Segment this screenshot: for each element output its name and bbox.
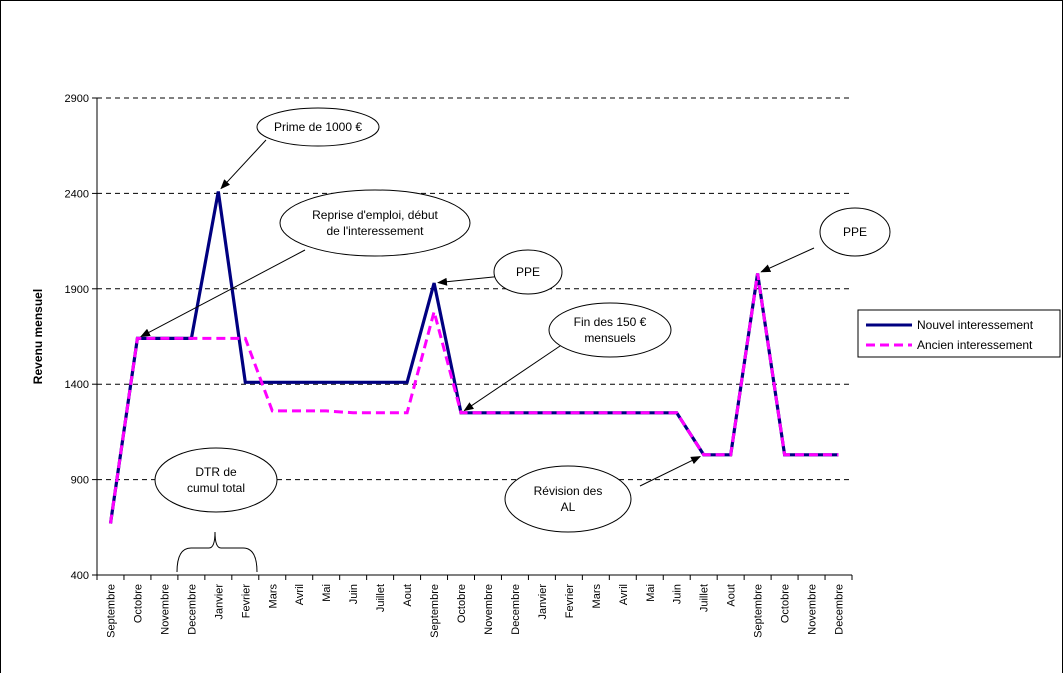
x-tick-label: Septembre [429, 584, 441, 638]
x-tick-label: Decembre [510, 584, 522, 635]
annotation-arrow [463, 343, 564, 412]
x-tick-label: Aout [402, 584, 414, 607]
x-tick-label: Aout [726, 584, 738, 607]
x-tick-label: Juillet [375, 584, 387, 612]
annotation-text: PPE [843, 225, 867, 239]
x-tick-label: Mars [591, 584, 603, 609]
x-tick-label: Septembre [105, 584, 117, 638]
annotation-text: Prime de 1000 € [274, 120, 362, 134]
annotation-text: cumul total [187, 481, 245, 495]
x-tick-label: Janvier [537, 584, 549, 620]
annotation-text: AL [561, 500, 576, 514]
x-tick-label: Mai [645, 584, 657, 602]
annotation-bubble [493, 249, 563, 295]
y-axis-label: Revenu mensuel [31, 289, 45, 384]
annotation-arrow [140, 249, 306, 338]
x-tick-label: Avril [618, 584, 630, 605]
annotation-text: DTR de [195, 465, 237, 479]
annotation-bubble [504, 465, 632, 533]
annotation-callout: DTR de cumul total [154, 447, 278, 513]
annotation-callout: Fin des 150 € mensuels [463, 302, 672, 412]
x-tick-label: Mars [267, 584, 279, 609]
y-tick-label: 1900 [65, 284, 89, 296]
x-tick-label: Avril [294, 584, 306, 605]
annotation-text: mensuels [584, 331, 635, 345]
x-tick-label: Janvier [213, 584, 225, 620]
legend: Nouvel interessement Ancien interessement [857, 309, 1061, 358]
annotations: Prime de 1000 € Reprise d'emploi, début de… [140, 107, 891, 573]
annotation-bubble [279, 189, 471, 257]
x-tick-label: Fevrier [564, 584, 576, 619]
y-tick-label: 900 [71, 475, 89, 487]
series-lines [108, 191, 839, 524]
dtr-brace [176, 531, 258, 573]
annotation-text: Fin des 150 € [574, 315, 647, 329]
annotation-bubble [819, 207, 891, 257]
annotation-arrow [220, 139, 267, 190]
annotation-text: Révision des [534, 484, 603, 498]
x-tick-label: Decembre [834, 584, 846, 635]
annotation-bubble [256, 107, 380, 147]
annotation-callout: PPE [437, 249, 563, 295]
x-tick-label: Novembre [483, 584, 495, 635]
x-tick-label: Octobre [780, 584, 792, 623]
x-tick-label: Juin [672, 584, 684, 604]
y-tick-label: 2400 [65, 188, 89, 200]
x-tick-label: Novembre [159, 584, 171, 635]
annotation-bubble [548, 302, 672, 358]
series-line-ancien [109, 273, 839, 524]
legend-box [857, 309, 1061, 358]
annotation-callout: Reprise d'emploi, début de l'interessemen… [140, 189, 471, 338]
legend-label: Nouvel interessement [917, 318, 1034, 332]
x-tick-label: Novembre [807, 584, 819, 635]
annotation-callout: Révision des AL [504, 456, 702, 533]
annotation-bubble [154, 447, 278, 513]
annotation-arrow [760, 247, 815, 273]
annotation-callout: Prime de 1000 € [220, 107, 380, 190]
x-tick-label: Decembre [186, 584, 198, 635]
x-tick-label: Mai [321, 584, 333, 602]
axes: 400 900 1400 1900 2400 2900 Revenu mensuel Sept… [31, 93, 853, 638]
x-tick-label: Fevrier [240, 584, 252, 619]
annotation-text: PPE [516, 265, 540, 279]
annotation-arrow [639, 456, 702, 487]
x-tick-label: Juin [348, 584, 360, 604]
x-tick-label: Septembre [753, 584, 765, 638]
x-tick-label: Octobre [132, 584, 144, 623]
y-tick-label: 2900 [65, 93, 89, 105]
annotation-text: de l'interessement [326, 224, 424, 238]
annotation-arrow [437, 275, 504, 286]
y-tick-label: 1400 [65, 379, 89, 391]
legend-label: Ancien interessement [917, 338, 1033, 352]
x-tick-label: Juillet [699, 584, 711, 612]
annotation-callout: PPE [760, 207, 891, 273]
gridlines [97, 97, 852, 481]
x-tick-label: Octobre [456, 584, 468, 623]
y-tick-label: 400 [71, 570, 89, 582]
annotation-text: Reprise d'emploi, début [312, 208, 438, 222]
